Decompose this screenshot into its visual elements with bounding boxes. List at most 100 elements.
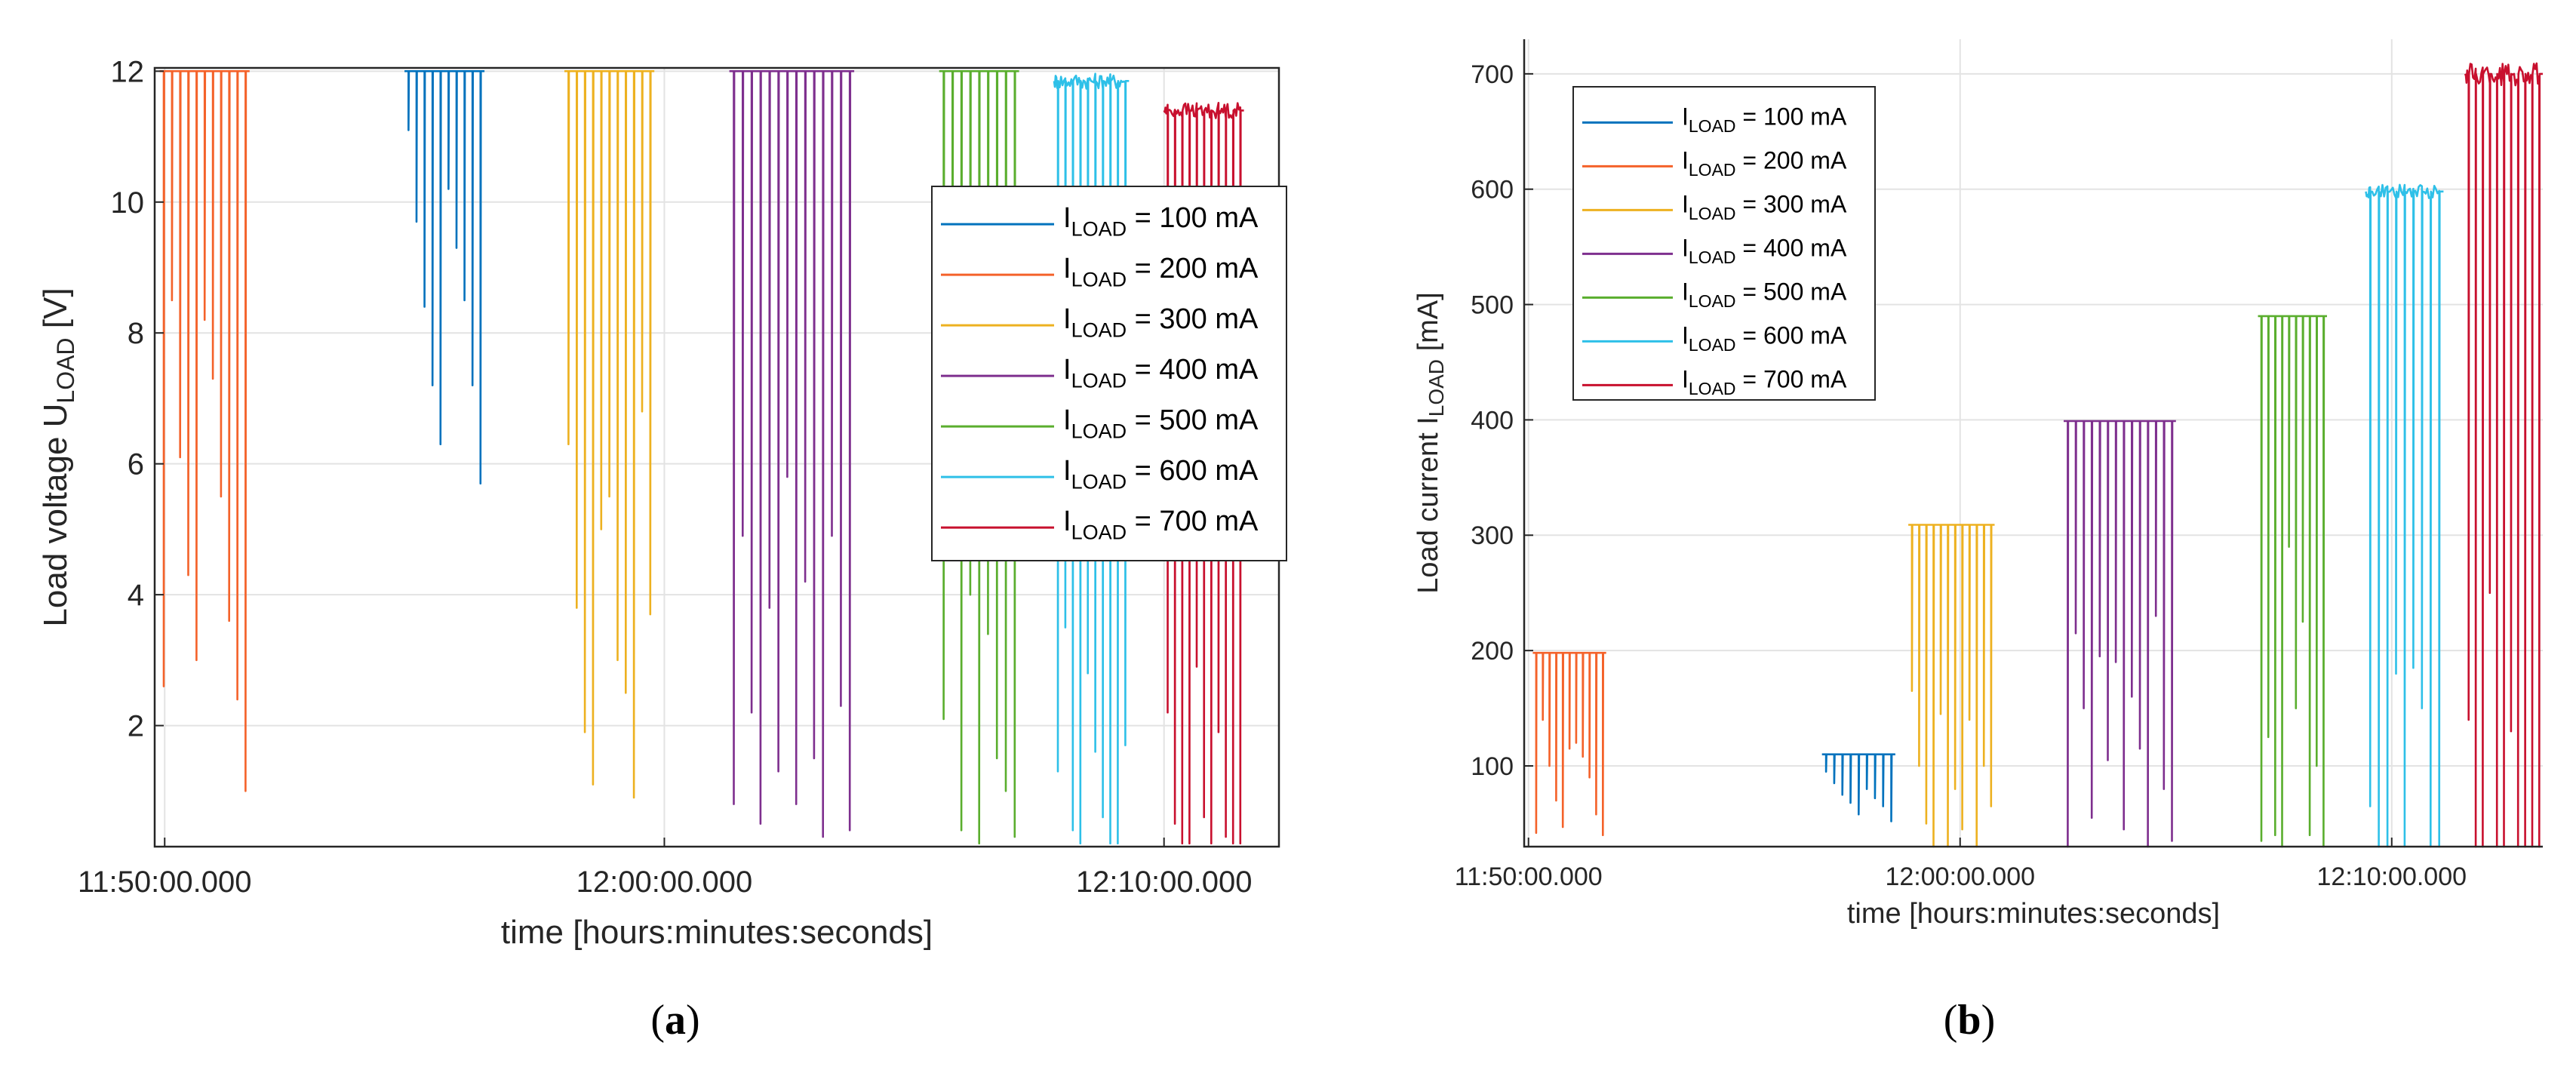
- y-axis-label-main-a: Load voltage U: [37, 404, 74, 627]
- legend-entry-sub: LOAD: [1689, 291, 1736, 311]
- series-line-s200: [1532, 651, 1606, 836]
- legend-entry: ILOAD = 100 mA: [1063, 202, 1259, 240]
- y-axis-label-a: Load voltage ULOAD [V]: [37, 287, 79, 626]
- legend-entry-prefix: I: [1063, 354, 1071, 386]
- panel-label-b-open: (: [1944, 997, 1958, 1044]
- legend-entry-prefix: I: [1682, 191, 1689, 218]
- legend-entry-prefix: I: [1682, 235, 1689, 262]
- legend-box: [1572, 86, 1876, 401]
- legend-entry-suffix: = 300 mA: [1127, 303, 1259, 335]
- legend-entry-suffix: = 200 mA: [1127, 253, 1259, 284]
- series-line-s100: [1821, 753, 1895, 822]
- y-ticks-b: 100 200 300 400 500 600 700: [1471, 60, 1533, 781]
- series-line-s100: [404, 70, 485, 484]
- x-tick-label: 12:10:00.000: [1076, 866, 1253, 899]
- y-tick-label: 4: [128, 579, 144, 612]
- legend-entry: ILOAD = 600 mA: [1682, 322, 1847, 355]
- y-tick-label: 10: [111, 186, 145, 220]
- legend-entry-sub: LOAD: [1071, 369, 1127, 392]
- panel-label-a: (a): [650, 997, 699, 1044]
- legend-entry: ILOAD = 500 mA: [1063, 404, 1259, 442]
- y-tick-label: 100: [1471, 752, 1514, 781]
- legend-entry-sub: LOAD: [1071, 420, 1127, 442]
- y-tick-label: 8: [128, 317, 144, 350]
- legend-entry-prefix: I: [1682, 366, 1689, 393]
- legend-entry-sub: LOAD: [1689, 379, 1736, 398]
- x-tick-label: 11:50:00.000: [1455, 862, 1603, 891]
- legend-entry-suffix: = 300 mA: [1736, 191, 1847, 218]
- x-axis-label-b: time [hours:minutes:seconds]: [1847, 898, 2220, 930]
- x-tick-label: 11:50:00.000: [78, 866, 252, 899]
- legend-entry-prefix: I: [1063, 506, 1071, 537]
- y-tick-label: 300: [1471, 521, 1514, 550]
- legend-box: [931, 186, 1287, 561]
- legend-entry-prefix: I: [1063, 202, 1071, 234]
- y-tick-label: 700: [1471, 60, 1514, 89]
- legend-entry-sub: LOAD: [1071, 521, 1127, 543]
- series-line-s300: [1907, 524, 1995, 848]
- legend-entry: ILOAD = 700 mA: [1682, 366, 1847, 399]
- legend-entry-suffix: = 400 mA: [1127, 354, 1259, 386]
- legend-entry-prefix: I: [1063, 455, 1071, 487]
- legend-entry-sub: LOAD: [1071, 470, 1127, 493]
- x-tick-label: 12:10:00.000: [2317, 862, 2467, 891]
- legend-entry-suffix: = 700 mA: [1127, 506, 1259, 537]
- y-tick-label: 600: [1471, 176, 1514, 204]
- legend-entry-suffix: = 100 mA: [1127, 202, 1259, 234]
- legend-entry-sub: LOAD: [1689, 204, 1736, 223]
- legend-entry-suffix: = 500 mA: [1127, 404, 1259, 436]
- legend-entry-prefix: I: [1682, 147, 1689, 174]
- legend-entry-sub: LOAD: [1071, 217, 1127, 240]
- legend-entry-suffix: = 100 mA: [1736, 103, 1847, 131]
- y-tick-label: 6: [128, 448, 144, 481]
- series-line-s200: [159, 70, 250, 792]
- legend-entry: ILOAD = 300 mA: [1682, 191, 1847, 224]
- y-axis-label-tail-b: [mA]: [1412, 292, 1444, 359]
- legend-entry-suffix: = 500 mA: [1736, 278, 1847, 306]
- legend-entry-prefix: I: [1682, 322, 1689, 349]
- series-line-s600: [2365, 183, 2444, 848]
- legend-entry: ILOAD = 200 mA: [1682, 147, 1847, 180]
- y-tick-label: 500: [1471, 291, 1514, 319]
- legend-entry-prefix: I: [1063, 253, 1071, 284]
- chart-panel-a: 2 4 6 8 10 12 11:50:00.000 12:00:00.000 12:10:0…: [37, 55, 1287, 1044]
- panel-label-a-open: (: [650, 997, 665, 1044]
- grid-b: [1524, 39, 2543, 847]
- legend-entry-suffix: = 600 mA: [1736, 322, 1847, 349]
- y-axis-label-tail-a: [V]: [37, 287, 74, 337]
- panel-label-b: (b): [1944, 997, 1995, 1044]
- legend-entry: ILOAD = 700 mA: [1063, 506, 1259, 543]
- y-tick-label: 200: [1471, 637, 1514, 666]
- series-group-a: [159, 70, 1244, 844]
- legend-entry-suffix: = 600 mA: [1127, 455, 1259, 487]
- legend-entry-prefix: I: [1682, 278, 1689, 306]
- panel-label-a-close: ): [686, 997, 700, 1044]
- legend-entry-prefix: I: [1063, 404, 1071, 436]
- legend-entry-suffix: = 700 mA: [1736, 366, 1847, 393]
- legend-entry: ILOAD = 200 mA: [1063, 253, 1259, 291]
- legend-entry: ILOAD = 400 mA: [1682, 235, 1847, 268]
- legend-entry-suffix: = 400 mA: [1736, 235, 1847, 262]
- legend-entry: ILOAD = 600 mA: [1063, 455, 1259, 493]
- legend-entry-sub: LOAD: [1689, 335, 1736, 355]
- x-ticks-b: 11:50:00.000 12:00:00.000 12:10:00.000: [1455, 838, 2467, 891]
- x-tick-label: 12:00:00.000: [1885, 862, 2035, 891]
- series-line-s700: [1163, 102, 1244, 844]
- axes-lines-b: [1523, 39, 2543, 848]
- y-axis-label-main-b: Load current I: [1412, 417, 1444, 593]
- legend-entry-prefix: I: [1063, 303, 1071, 335]
- series-line-s400: [2063, 420, 2176, 848]
- legend-entry-sub: LOAD: [1689, 116, 1736, 136]
- series-line-s500: [939, 70, 1019, 844]
- panel-label-b-close: ): [1981, 997, 1996, 1044]
- series-line-s500: [2258, 315, 2327, 848]
- y-ticks-a: 2 4 6 8 10 12: [111, 55, 164, 743]
- y-tick-label: 400: [1471, 406, 1514, 435]
- legend-entry: ILOAD = 300 mA: [1063, 303, 1259, 341]
- chart-panel-b: 100 200 300 400 500 600 700 11:50:00.000 12:00:…: [1412, 39, 2543, 1044]
- legend-entry-sub: LOAD: [1071, 318, 1127, 341]
- series-line-s600: [1053, 72, 1130, 844]
